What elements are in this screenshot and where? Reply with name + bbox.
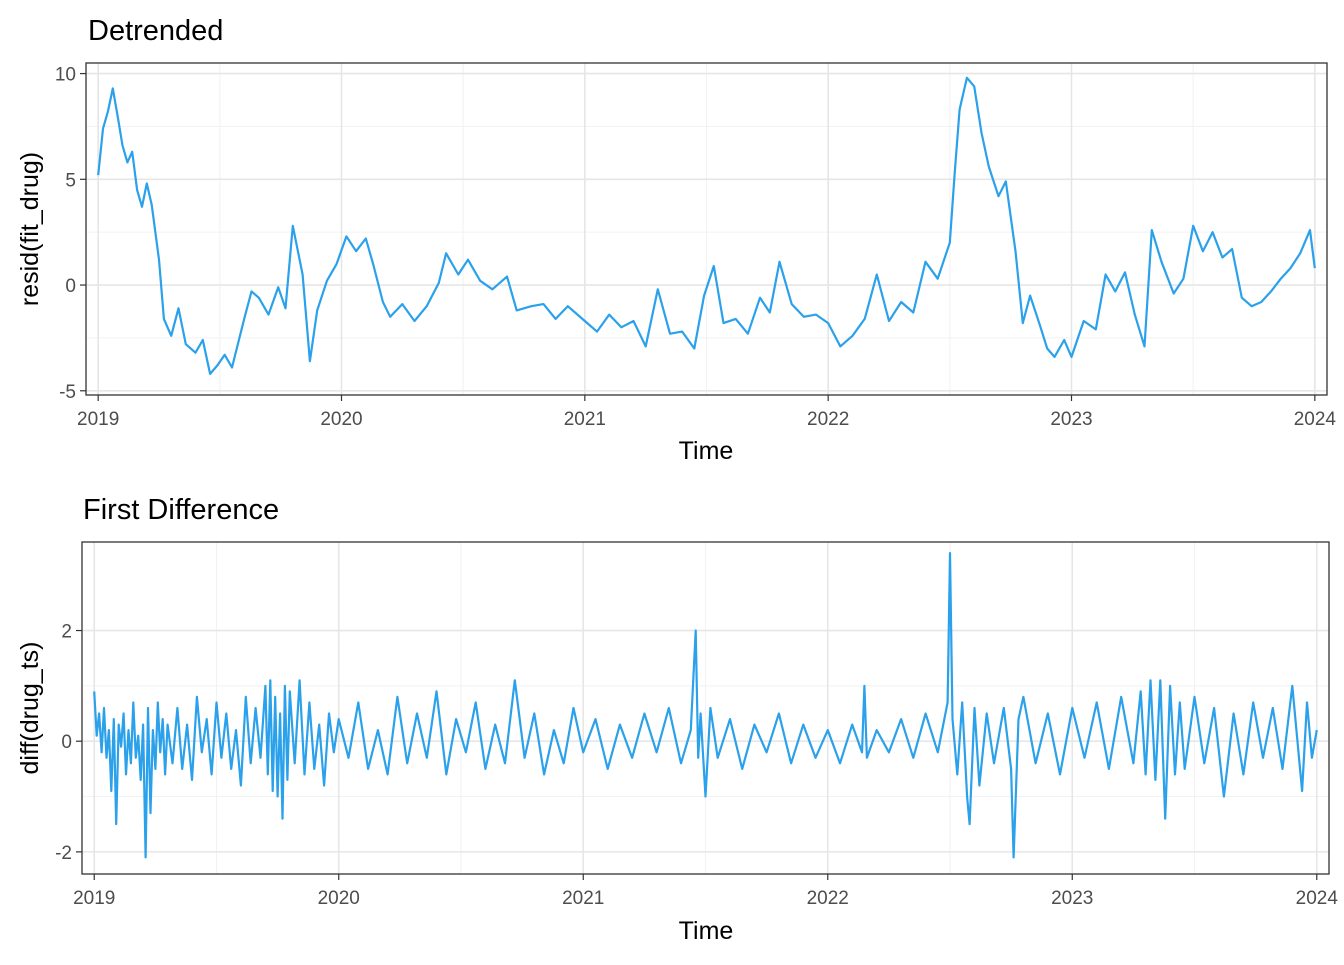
detrended-y-ticks: -5 0 5 10 — [55, 65, 86, 403]
detrended-y-tick-label: 0 — [65, 276, 76, 297]
first-difference-series-line-0 — [93, 551, 1318, 859]
detrended-x-tick-label: 2021 — [564, 409, 606, 430]
detrended-x-tick-label: 2024 — [1294, 409, 1337, 430]
first-difference-panel: First Difference 2019 2020 2021 2022 2023 202… — [16, 494, 1338, 945]
detrended-grid — [86, 63, 1327, 395]
first-difference-y-tick-label: 0 — [61, 732, 72, 753]
first-difference-plot-border — [81, 541, 1330, 875]
first-difference-y-tick-label: -2 — [55, 843, 72, 864]
first-difference-y-ticks: -2 0 2 — [55, 622, 82, 864]
detrended-plot-border — [85, 62, 1328, 396]
detrended-x-tick-label: 2022 — [807, 409, 849, 430]
first-difference-x-tick-label: 2023 — [1051, 888, 1093, 909]
detrended-x-tick-label: 2019 — [77, 409, 119, 430]
detrended-y-tick-label: 10 — [55, 65, 76, 86]
detrended-title: Detrended — [88, 15, 223, 47]
detrended-y-tick-label: 5 — [65, 170, 76, 191]
first-difference-x-tick-label: 2024 — [1296, 888, 1339, 909]
detrended-x-tick-label: 2023 — [1050, 409, 1092, 430]
first-difference-title: First Difference — [83, 494, 279, 526]
first-difference-x-axis-label: Time — [679, 917, 734, 945]
detrended-panel: Detrended 2019 2020 2021 2022 2023 2024 -5 0 5 1… — [16, 15, 1336, 465]
first-difference-series — [93, 551, 1318, 859]
first-difference-x-tick-label: 2019 — [73, 888, 115, 909]
first-difference-x-tick-label: 2021 — [562, 888, 604, 909]
detrended-y-tick-label: -5 — [59, 382, 76, 403]
detrended-y-axis-label: resid(fit_drug) — [16, 152, 44, 306]
detrended-series — [97, 76, 1316, 375]
first-difference-y-axis-label: diff(drug_ts) — [16, 642, 44, 775]
first-difference-x-tick-label: 2022 — [807, 888, 849, 909]
first-difference-x-ticks: 2019 2020 2021 2022 2023 2024 — [73, 874, 1338, 909]
detrended-x-axis-label: Time — [679, 437, 734, 465]
detrended-x-tick-label: 2020 — [320, 409, 362, 430]
first-difference-x-tick-label: 2020 — [318, 888, 360, 909]
first-difference-y-tick-label: 2 — [61, 622, 72, 643]
detrended-x-ticks: 2019 2020 2021 2022 2023 2024 — [77, 395, 1336, 430]
detrended-series-line-0 — [97, 76, 1316, 375]
